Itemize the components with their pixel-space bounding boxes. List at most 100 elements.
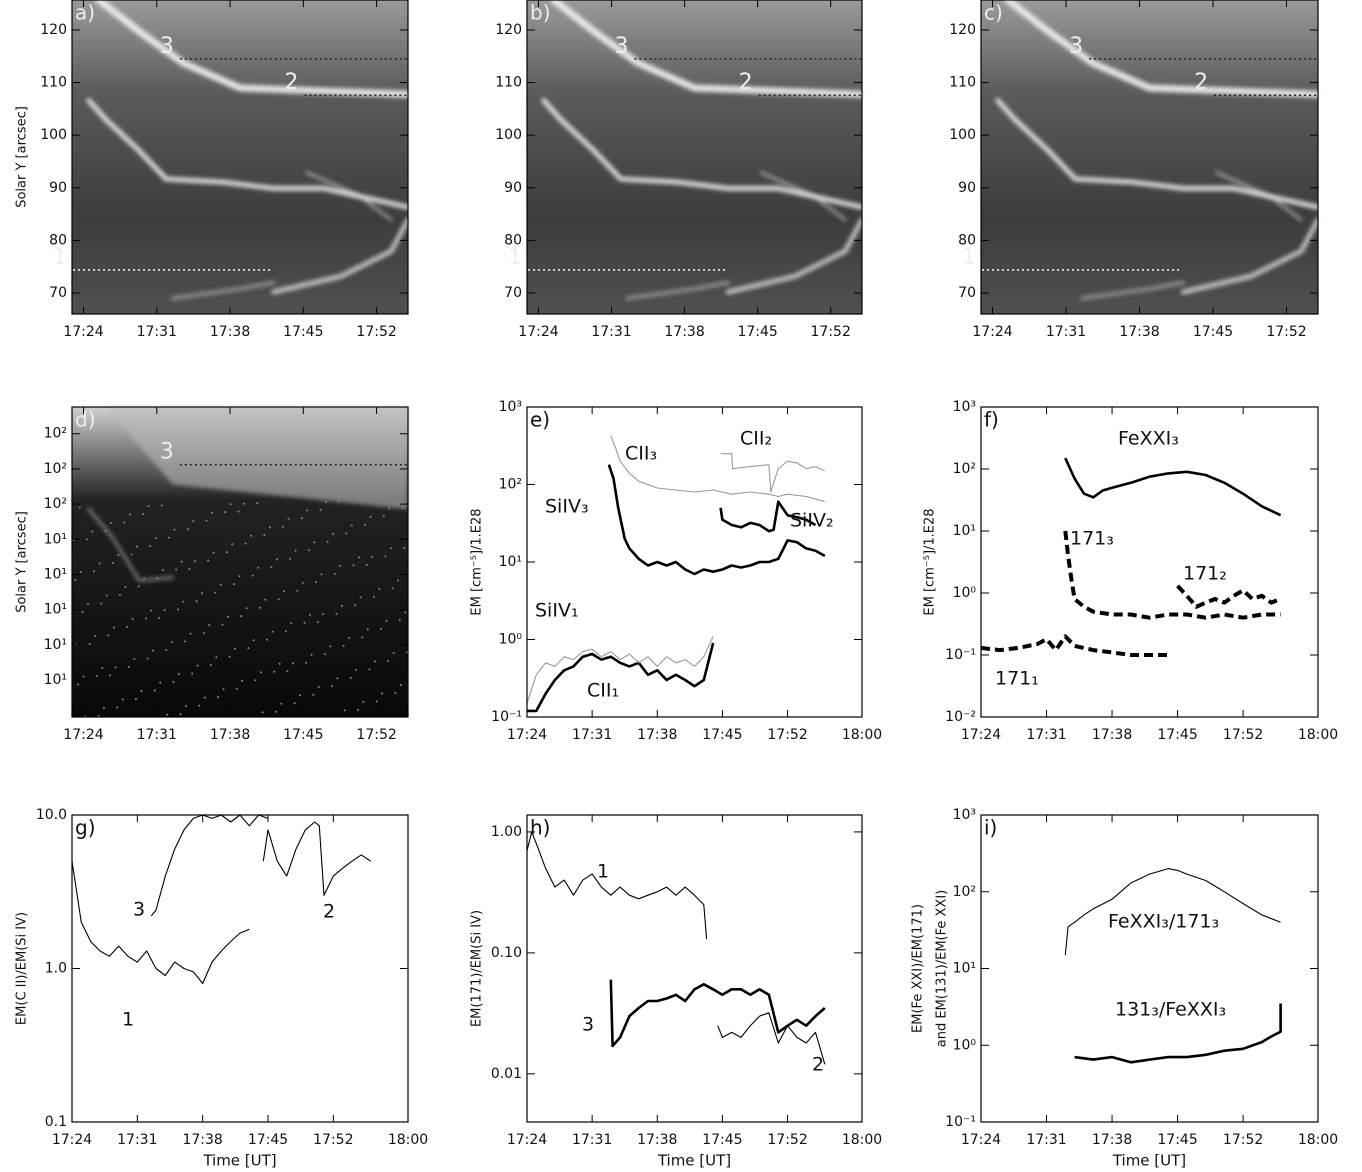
speckle <box>280 702 283 705</box>
speckle <box>404 611 407 614</box>
speckle <box>193 560 196 563</box>
speckle <box>329 645 332 648</box>
speckle <box>212 551 215 554</box>
speckle <box>224 511 227 514</box>
speckle <box>310 653 313 656</box>
speckle <box>357 556 360 559</box>
cut-label: 3 <box>614 34 628 59</box>
speckle <box>315 581 318 584</box>
x-tick-label: 17:24 <box>63 324 103 340</box>
speckle <box>397 579 400 582</box>
y-tick-label: 80 <box>958 232 976 248</box>
speckle <box>210 511 213 514</box>
series-label: CII₃ <box>625 443 657 465</box>
speckle <box>294 549 297 552</box>
x-tick-label: 17:45 <box>283 324 323 340</box>
x-tick-label: 17:45 <box>1157 1132 1197 1148</box>
series-line <box>1064 868 1281 956</box>
series-line <box>527 642 715 713</box>
x-tick-label: 17:52 <box>767 727 807 743</box>
speckle <box>144 617 147 620</box>
speckle <box>362 700 365 703</box>
y-axis-title: and EM(131)/EM(Fe XXI) <box>935 890 950 1047</box>
speckle <box>340 604 343 607</box>
x-tick-label: 18:00 <box>388 1132 428 1148</box>
speckle <box>301 581 304 584</box>
image-background <box>981 0 1318 314</box>
series-line <box>526 636 714 704</box>
y-tick-label: 10² <box>953 884 976 900</box>
speckle <box>205 519 208 522</box>
y-tick-label: 90 <box>49 180 67 196</box>
speckle <box>88 642 91 645</box>
y-tick-label: 10⁰ <box>499 632 523 648</box>
speckle <box>256 502 259 505</box>
x-tick-label: 17:52 <box>1223 1132 1263 1148</box>
speckle <box>150 609 153 612</box>
series-label: FeXXI₃/171₃ <box>1108 911 1219 933</box>
image-features <box>87 407 408 583</box>
plot-frame <box>71 814 409 1123</box>
y-tick-label: 110 <box>495 75 522 91</box>
speckle <box>207 559 210 562</box>
y-tick-label: 10³ <box>953 807 976 823</box>
speckle <box>333 572 336 575</box>
plot-frame <box>980 814 1319 1123</box>
x-tick-label: 18:00 <box>1298 1132 1338 1148</box>
y-tick-label: 10¹ <box>953 961 976 977</box>
speckle <box>82 675 85 678</box>
speckle <box>381 692 384 695</box>
speckle <box>282 525 285 528</box>
series-line <box>71 861 250 984</box>
speckle <box>331 685 334 688</box>
series-label: 3 <box>582 1014 594 1036</box>
speckle <box>306 509 309 512</box>
speckle <box>121 698 124 701</box>
cut-label: 3 <box>160 440 174 465</box>
speckle <box>323 653 326 656</box>
speckle <box>203 696 206 699</box>
x-tick-label: 17:31 <box>137 727 177 743</box>
speckle <box>240 615 243 618</box>
speckle <box>373 660 376 663</box>
speckle <box>226 615 229 618</box>
x-tick-label: 17:24 <box>518 324 558 340</box>
series-label: FeXXI₃ <box>1118 428 1179 450</box>
speckle <box>278 662 281 665</box>
speckle <box>74 578 77 581</box>
y-tick-label: 70 <box>49 285 67 301</box>
speckle <box>147 505 150 508</box>
speckle <box>182 600 185 603</box>
speckle <box>195 600 198 603</box>
speckle <box>403 546 406 549</box>
y-tick-label: 110 <box>40 75 67 91</box>
ridge <box>541 97 865 210</box>
x-tick-label: 17:52 <box>811 324 851 340</box>
speckle <box>387 659 390 662</box>
y-axis-title: Solar Y [arcsec] <box>15 106 30 208</box>
speckle <box>173 528 176 531</box>
speckle <box>277 598 280 601</box>
speckle <box>399 683 402 686</box>
speckle <box>394 691 397 694</box>
speckle <box>293 702 296 705</box>
series-label: 2 <box>323 901 335 923</box>
speckle <box>104 529 107 532</box>
x-tick-label: 17:38 <box>1092 1132 1132 1148</box>
x-axis-title: Time [UT] <box>202 1152 276 1170</box>
speckle <box>320 573 323 576</box>
speckle <box>398 619 401 622</box>
speckle <box>221 623 224 626</box>
panel-label: a) <box>75 1 95 25</box>
speckle <box>228 655 231 658</box>
speckle <box>142 513 145 516</box>
panel-label: h) <box>530 816 550 840</box>
speckle <box>275 558 278 561</box>
ridge <box>95 0 412 98</box>
speckle <box>198 704 201 707</box>
speckle <box>308 613 311 616</box>
y-axis-title: EM(C II)/EM(Si IV) <box>15 912 30 1025</box>
image-background <box>527 0 862 314</box>
ridge <box>1215 171 1303 222</box>
speckle <box>229 503 232 506</box>
